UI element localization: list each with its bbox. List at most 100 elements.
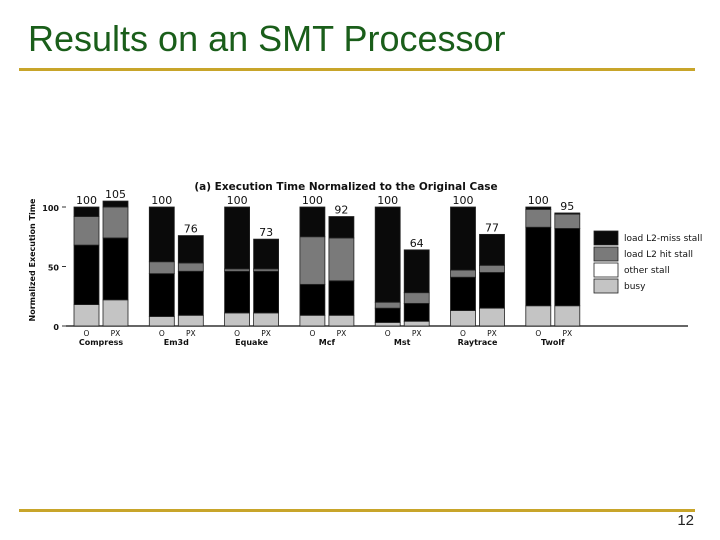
legend-swatch <box>593 278 619 294</box>
bar-segment-hit <box>525 208 552 228</box>
bar-segment-busy <box>450 310 476 327</box>
bar-total-label: 73 <box>259 226 273 239</box>
bar-segment-other <box>525 226 552 307</box>
bar-category-label: O <box>535 329 541 338</box>
bar-segment-other <box>148 273 175 317</box>
legend-label: load L2-miss stall <box>624 234 702 244</box>
bar-segment-other <box>73 244 100 305</box>
bar-segment-busy <box>299 314 326 327</box>
bar-segment-other <box>102 237 129 301</box>
bar-total-label: 64 <box>410 237 424 250</box>
bar-segment-busy <box>102 299 129 327</box>
axes: 0 50 100 <box>42 204 688 332</box>
bar-total-label: 95 <box>560 200 574 213</box>
bar-total-label: 100 <box>151 194 172 207</box>
bars: 100 O 105 PX 100 O 76 PX 100 O 73 PX 100 O 92 PX 100 O 64 P… <box>73 188 581 347</box>
bar-segment-miss <box>177 235 204 264</box>
bar-segment-hit <box>328 237 355 282</box>
bar-segment-miss <box>253 238 280 270</box>
bar-segment-hit <box>374 301 401 309</box>
bar-segment-busy <box>148 316 175 327</box>
page-number: 12 <box>677 512 694 529</box>
group-label: Raytrace <box>458 338 498 347</box>
bar-segment-hit <box>479 264 505 273</box>
group-label: Em3d <box>164 338 189 347</box>
bar-category-label: O <box>84 329 90 338</box>
bar-segment-hit <box>299 236 326 285</box>
bar-segment-other <box>374 307 401 323</box>
bar-total-label: 105 <box>105 188 126 201</box>
legend-swatch <box>593 246 619 262</box>
y-axis-label: Normalized Execution Time <box>28 198 37 322</box>
bar-segment-other <box>253 270 280 314</box>
bar-segment-hit <box>102 206 129 239</box>
bar-category-label: PX <box>412 329 422 338</box>
bar-segment-busy <box>479 307 505 327</box>
bar-segment-busy <box>403 320 430 327</box>
y-tick-label: 0 <box>53 323 59 332</box>
bar-category-label: PX <box>261 329 271 338</box>
bar-segment-miss <box>554 212 581 215</box>
bar-total-label: 100 <box>302 194 323 207</box>
bar-category-label: O <box>309 329 315 338</box>
bar-category-label: PX <box>487 329 497 338</box>
bar-segment-miss <box>148 206 175 263</box>
bar-segment-miss <box>224 206 251 270</box>
bar-segment-busy <box>73 304 100 327</box>
bar-total-label: 100 <box>76 194 97 207</box>
bar-segment-hit <box>554 213 581 229</box>
slide-title: Results on an SMT Processor <box>28 18 506 59</box>
bar-segment-hit <box>403 292 430 304</box>
bar-segment-other <box>177 270 204 316</box>
bar-segment-hit <box>177 262 204 272</box>
bar-segment-miss <box>525 206 552 210</box>
bar-category-label: PX <box>186 329 196 338</box>
bar-segment-hit <box>148 261 175 275</box>
legend-label: load L2 hit stall <box>624 250 693 260</box>
title-divider <box>19 68 695 71</box>
bar-segment-hit <box>450 269 476 278</box>
bar-total-label: 76 <box>184 223 198 236</box>
bar-segment-busy <box>525 305 552 327</box>
bar-segment-busy <box>554 305 581 327</box>
bar-segment-hit <box>73 216 100 246</box>
group-label: Mcf <box>319 338 336 347</box>
bar-category-label: PX <box>111 329 121 338</box>
legend: load L2-miss stall load L2 hit stall other… <box>593 230 702 294</box>
bar-category-label: PX <box>562 329 572 338</box>
bar-segment-other <box>403 302 430 322</box>
bar-segment-miss <box>403 249 430 294</box>
bar-segment-other <box>328 280 355 316</box>
group-label: Mst <box>394 338 411 347</box>
bar-category-label: O <box>385 329 391 338</box>
y-tick-label: 50 <box>48 264 60 273</box>
group-label: Compress <box>79 338 124 347</box>
legend-label: busy <box>624 282 646 292</box>
group-label: Twolf <box>541 338 565 347</box>
bar-total-label: 100 <box>377 194 398 207</box>
bar-segment-other <box>554 228 581 307</box>
bar-segment-busy <box>177 314 204 327</box>
bar-segment-miss <box>299 206 326 238</box>
bar-total-label: 100 <box>528 194 549 207</box>
bar-total-label: 77 <box>485 221 499 234</box>
bar-category-label: O <box>234 329 240 338</box>
bar-segment-miss <box>73 206 100 217</box>
bar-segment-miss <box>328 216 355 239</box>
footer-divider <box>19 509 695 512</box>
legend-swatch <box>593 230 619 246</box>
y-tick-label: 100 <box>42 204 59 213</box>
bar-segment-busy <box>374 322 401 327</box>
bar-segment-other <box>299 283 326 316</box>
bar-segment-other <box>479 272 505 309</box>
bar-total-label: 100 <box>227 194 248 207</box>
bar-total-label: 92 <box>334 204 348 217</box>
bar-category-label: O <box>460 329 466 338</box>
bar-segment-miss <box>450 206 476 271</box>
bar-segment-busy <box>253 312 280 327</box>
bar-segment-other <box>224 270 251 314</box>
chart-title: (a) Execution Time Normalized to the Ori… <box>194 181 497 193</box>
legend-label: other stall <box>624 266 670 276</box>
bar-segment-miss <box>102 200 129 208</box>
